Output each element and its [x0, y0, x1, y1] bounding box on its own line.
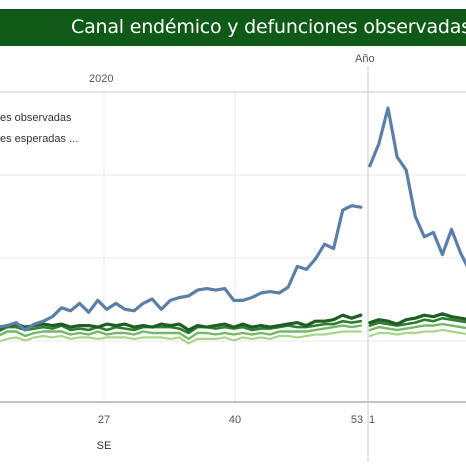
series-layer — [0, 106, 466, 345]
series-2-line-year-b — [368, 316, 466, 327]
series-2 — [0, 316, 466, 335]
series-1 — [0, 312, 466, 332]
series-0-line-year-b — [368, 106, 466, 268]
legend-item-observed[interactable]: es observadas — [0, 112, 72, 124]
series-0-line-year-a — [0, 204, 363, 332]
series-4 — [0, 328, 466, 345]
tick-label-40: 40 — [229, 414, 241, 426]
series-3-line-year-a — [0, 324, 362, 341]
series-1-line-year-a — [0, 313, 363, 332]
tick-label-1: 1 — [369, 414, 375, 426]
series-0 — [0, 106, 466, 332]
series-3-line-year-b — [368, 322, 466, 332]
tick-labels: 27 40 53 1 — [98, 414, 375, 426]
series-2-line-year-a — [0, 319, 363, 335]
year-value: 2020 — [89, 73, 114, 85]
tick-label-53: 53 — [351, 414, 363, 426]
series-1-line-year-b — [368, 312, 466, 326]
series-3 — [0, 322, 466, 341]
title-bar: Canal endémico y defunciones observadas — [0, 9, 466, 46]
chart-title: Canal endémico y defunciones observadas — [71, 16, 466, 38]
year-header-label: Año — [355, 53, 375, 65]
series-4-line-year-a — [0, 330, 362, 345]
legend-item-expected[interactable]: es esperadas ... — [0, 133, 79, 145]
tick-label-27: 27 — [98, 414, 110, 426]
series-4-line-year-b — [368, 328, 466, 338]
x-axis-label: SE — [97, 440, 112, 452]
grid-lines — [0, 91, 466, 402]
